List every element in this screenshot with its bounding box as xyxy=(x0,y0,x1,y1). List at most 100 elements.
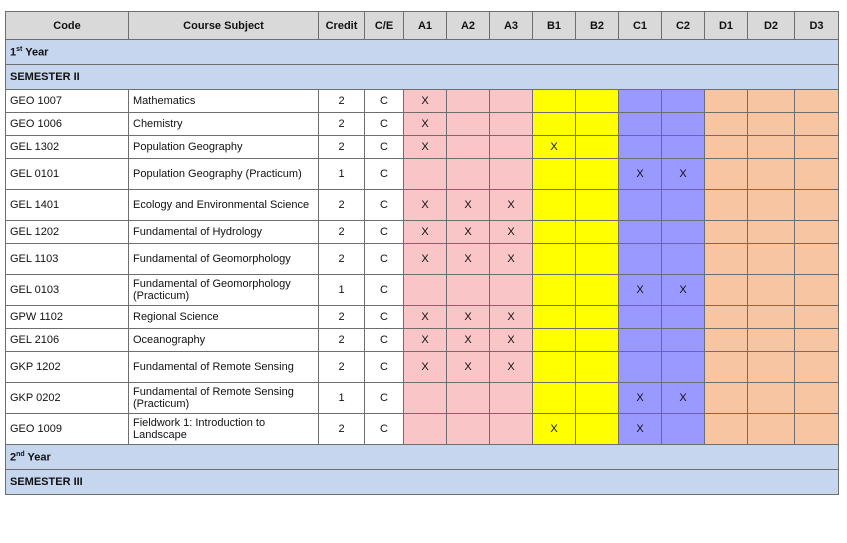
mark-b2 xyxy=(575,220,619,244)
mark-c2 xyxy=(661,243,705,275)
mark-c2 xyxy=(661,220,705,244)
mark-b1 xyxy=(532,328,576,352)
mark-a3: X xyxy=(489,328,533,352)
course-subject: Regional Science xyxy=(128,305,319,329)
course-code: GEL 1401 xyxy=(5,189,129,221)
mark-a1: X xyxy=(403,89,447,113)
mark-d1 xyxy=(704,243,748,275)
course-code: GEL 2106 xyxy=(5,328,129,352)
course-row: GEO 1007 Mathematics 2 C X xyxy=(5,89,839,113)
mark-a2 xyxy=(446,89,490,113)
mark-b1 xyxy=(532,112,576,136)
course-row: GEL 0103 Fundamental of Geomorphology (Pr… xyxy=(5,274,839,306)
mark-a1 xyxy=(403,382,447,414)
course-row: GEL 1401 Ecology and Environmental Scienc… xyxy=(5,189,839,221)
course-row: GEL 1302 Population Geography 2 C X X xyxy=(5,135,839,159)
course-row: GEL 1103 Fundamental of Geomorphology 2 C X X… xyxy=(5,243,839,275)
mark-c2 xyxy=(661,135,705,159)
header-b2: B2 xyxy=(575,11,619,40)
course-subject: Ecology and Environmental Science xyxy=(128,189,319,221)
course-ce: C xyxy=(364,158,404,190)
course-credit: 2 xyxy=(318,189,365,221)
mark-d1 xyxy=(704,413,748,445)
header-b1: B1 xyxy=(532,11,576,40)
course-subject: Fundamental of Remote Sensing (Practicum… xyxy=(128,382,319,414)
header-credit: Credit xyxy=(318,11,365,40)
header-code: Code xyxy=(5,11,129,40)
mark-b2 xyxy=(575,189,619,221)
mark-b1 xyxy=(532,274,576,306)
mark-b1 xyxy=(532,305,576,329)
mark-b2 xyxy=(575,135,619,159)
mark-a2 xyxy=(446,382,490,414)
mark-a2 xyxy=(446,135,490,159)
mark-d3 xyxy=(794,220,839,244)
course-row: GEL 1202 Fundamental of Hydrology 2 C X X X xyxy=(5,220,839,244)
mark-d1 xyxy=(704,135,748,159)
course-credit: 2 xyxy=(318,243,365,275)
course-ce: C xyxy=(364,328,404,352)
mark-c2 xyxy=(661,112,705,136)
course-row: GEL 0101 Population Geography (Practicum)… xyxy=(5,158,839,190)
mark-b1: X xyxy=(532,413,576,445)
mark-a3: X xyxy=(489,243,533,275)
course-row: GEO 1006 Chemistry 2 C X xyxy=(5,112,839,136)
course-ce: C xyxy=(364,351,404,383)
mark-d3 xyxy=(794,382,839,414)
mark-c2 xyxy=(661,413,705,445)
mark-a1 xyxy=(403,413,447,445)
mark-a2: X xyxy=(446,220,490,244)
mark-a3 xyxy=(489,413,533,445)
mark-d2 xyxy=(747,220,795,244)
course-credit: 2 xyxy=(318,220,365,244)
course-subject: Mathematics xyxy=(128,89,319,113)
mark-d2 xyxy=(747,413,795,445)
mark-d2 xyxy=(747,382,795,414)
mark-c2 xyxy=(661,305,705,329)
mark-c1 xyxy=(618,189,662,221)
course-subject: Oceanography xyxy=(128,328,319,352)
mark-c1 xyxy=(618,243,662,275)
year-1-label: 1st Year xyxy=(5,39,839,65)
course-code: GEL 0101 xyxy=(5,158,129,190)
mark-d2 xyxy=(747,243,795,275)
mark-d3 xyxy=(794,158,839,190)
mark-b2 xyxy=(575,243,619,275)
header-a2: A2 xyxy=(446,11,490,40)
mark-c2: X xyxy=(661,274,705,306)
mark-d2 xyxy=(747,189,795,221)
mark-b2 xyxy=(575,274,619,306)
course-ce: C xyxy=(364,274,404,306)
course-credit: 2 xyxy=(318,305,365,329)
mark-b2 xyxy=(575,305,619,329)
semester-2-label: SEMESTER II xyxy=(5,64,839,90)
course-ce: C xyxy=(364,382,404,414)
mark-d3 xyxy=(794,135,839,159)
course-code: GEO 1006 xyxy=(5,112,129,136)
header-d2: D2 xyxy=(747,11,795,40)
mark-d3 xyxy=(794,413,839,445)
course-code: GEL 0103 xyxy=(5,274,129,306)
mark-c2 xyxy=(661,89,705,113)
mark-b2 xyxy=(575,413,619,445)
course-ce: C xyxy=(364,305,404,329)
course-subject: Fieldwork 1: Introduction to Landscape xyxy=(128,413,319,445)
mark-d1 xyxy=(704,158,748,190)
mark-c1: X xyxy=(618,413,662,445)
mark-d2 xyxy=(747,305,795,329)
mark-a3: X xyxy=(489,351,533,383)
mark-a2 xyxy=(446,413,490,445)
mark-b2 xyxy=(575,112,619,136)
year-2-label: 2nd Year xyxy=(5,444,839,470)
mark-a3 xyxy=(489,89,533,113)
course-subject: Population Geography xyxy=(128,135,319,159)
course-row: GEO 1009 Fieldwork 1: Introduction to Lan… xyxy=(5,413,839,445)
mark-c1 xyxy=(618,220,662,244)
mark-a1: X xyxy=(403,328,447,352)
mark-d2 xyxy=(747,158,795,190)
mark-c1 xyxy=(618,89,662,113)
course-code: GEL 1103 xyxy=(5,243,129,275)
mark-d1 xyxy=(704,305,748,329)
course-credit: 1 xyxy=(318,274,365,306)
course-credit: 2 xyxy=(318,328,365,352)
